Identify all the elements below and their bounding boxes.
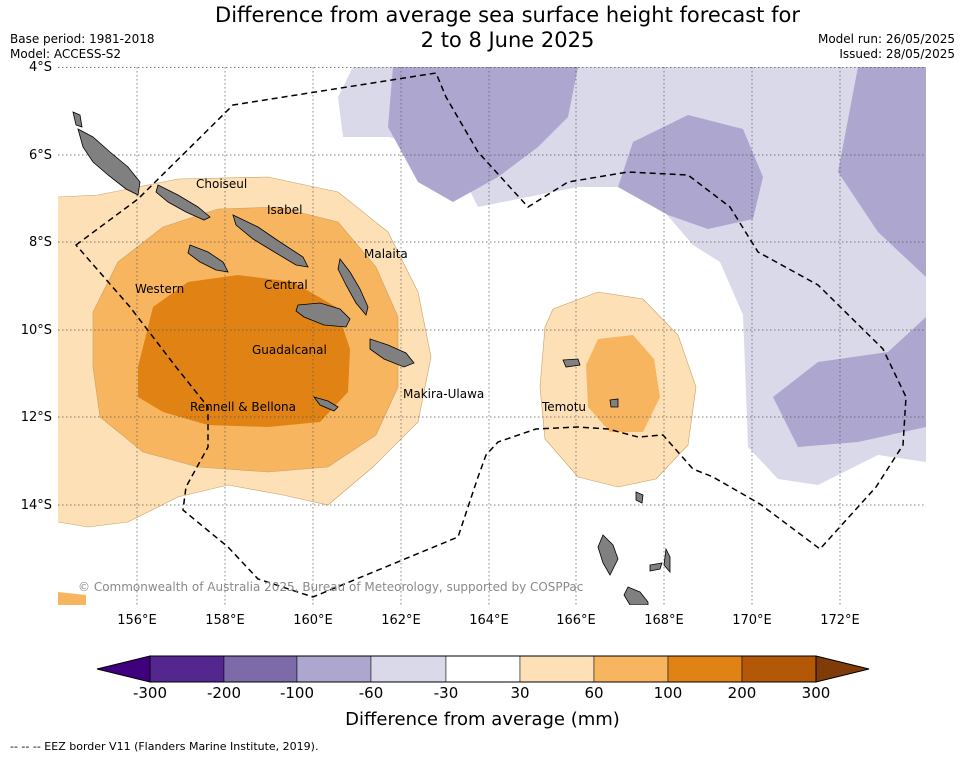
lon-label-162e: 162°E (381, 613, 421, 628)
eez-border-solomon (74, 72, 907, 598)
contour-neg60-b (618, 115, 763, 229)
issued-date: Issued: 28/05/2025 (839, 47, 955, 61)
santa-cruz-island (562, 358, 581, 368)
lat-label-14s: 14°S (20, 498, 52, 513)
place-western: Western (135, 282, 185, 296)
colorbar-bin-8 (667, 655, 743, 683)
lat-label-10s: 10°S (20, 323, 52, 338)
colorbar-tick-1: -200 (206, 684, 242, 702)
place-central: Central (264, 278, 308, 292)
lat-label-12s: 12°S (20, 410, 52, 425)
colorbar-tick-2: -100 (279, 684, 315, 702)
contour-60-corner (58, 592, 86, 605)
colorbar-tick-9: 300 (801, 684, 831, 702)
lat-label-8s: 8°S (28, 235, 52, 250)
colorbar-tick-6: 60 (584, 684, 604, 702)
makira-island (369, 338, 415, 368)
lat-label-4s: 4°S (28, 60, 52, 75)
place-makira-ulawa: Makira-Ulawa (403, 387, 485, 401)
title-line-2: 2 to 8 June 2025 (420, 28, 595, 52)
bougainville-island (77, 128, 141, 196)
lon-label-160e: 160°E (293, 613, 333, 628)
rennell-island (312, 396, 339, 412)
meta-left: Base period: 1981-2018 Model: ACCESS-S2 (10, 32, 155, 62)
place-guadalcanal: Guadalcanal (252, 343, 327, 357)
lon-label-166e: 166°E (556, 613, 596, 628)
place-rennell-bellona: Rennell & Bellona (190, 400, 297, 414)
place-temotu: Temotu (542, 400, 587, 414)
map-canvas (58, 67, 926, 605)
colorbar-extend-low (96, 655, 151, 683)
vanikoro-island (609, 398, 619, 408)
ambae-island (649, 562, 663, 572)
lon-label-172e: 172°E (820, 613, 860, 628)
colorbar-bin-1 (149, 655, 225, 683)
eez-legend: -- -- -- EEZ border V11 (Flanders Marine… (10, 740, 319, 753)
lon-label-170e: 170°E (732, 613, 772, 628)
contour-neg60-a (388, 67, 578, 202)
base-period: Base period: 1981-2018 (10, 32, 155, 46)
land-masses (72, 111, 671, 605)
colorbar-tick-3: -60 (358, 684, 384, 702)
lon-label-158e: 158°E (205, 613, 245, 628)
contour-neg60-c (838, 67, 926, 277)
title-line-1: Difference from average sea surface heig… (215, 3, 800, 27)
place-choiseul: Choiseul (196, 177, 248, 191)
lon-label-168e: 168°E (644, 613, 684, 628)
colorbar-tick-8: 200 (727, 684, 757, 702)
banks-island (635, 491, 644, 504)
colorbar-extend-high (815, 655, 870, 683)
contour-100-west (138, 275, 350, 427)
malakula-island (623, 586, 649, 605)
colorbar-bin-4 (370, 655, 447, 683)
colorbar-bin-6 (519, 655, 595, 683)
buka-island (72, 111, 83, 128)
contour-60-temotu (586, 335, 660, 432)
colorbar-bin-7 (593, 655, 669, 683)
colorbar-label: Difference from average (mm) (345, 709, 620, 730)
malaita-island (337, 258, 369, 316)
colorbar-bin-9 (741, 655, 817, 683)
colorbar-tick-0: -300 (132, 684, 168, 702)
colorbar-bin-2 (223, 655, 298, 683)
colorbar-tick-4: -30 (433, 684, 459, 702)
map-panel[interactable]: © Commonwealth of Australia 2025, Bureau… (58, 67, 926, 605)
lat-label-6s: 6°S (28, 148, 52, 163)
lon-label-164e: 164°E (469, 613, 509, 628)
colorbar-bin-3 (296, 655, 372, 683)
place-malaita: Malaita (364, 247, 408, 261)
choiseul-island (155, 184, 211, 221)
colorbar-tick-7: 100 (653, 684, 683, 702)
guadalcanal-island (295, 302, 351, 328)
contour-neg60-d (773, 317, 926, 447)
colorbar-bin-5 (445, 655, 521, 683)
isabel-island (232, 214, 309, 268)
colorbar-tick-5: 30 (510, 684, 530, 702)
map-title: Difference from average sea surface heig… (150, 3, 865, 53)
lon-label-156e: 156°E (117, 613, 157, 628)
place-isabel: Isabel (267, 203, 303, 217)
espiritu-santo-island (597, 534, 619, 576)
copyright-notice: © Commonwealth of Australia 2025, Bureau… (78, 580, 584, 594)
model-name: Model: ACCESS-S2 (10, 47, 122, 61)
pentecost-island (663, 547, 671, 574)
model-run: Model run: 26/05/2025 (817, 32, 955, 46)
new-georgia-island (187, 244, 229, 273)
colorbar (96, 655, 870, 683)
meta-right: Model run: 26/05/2025 Issued: 28/05/2025 (818, 32, 955, 62)
